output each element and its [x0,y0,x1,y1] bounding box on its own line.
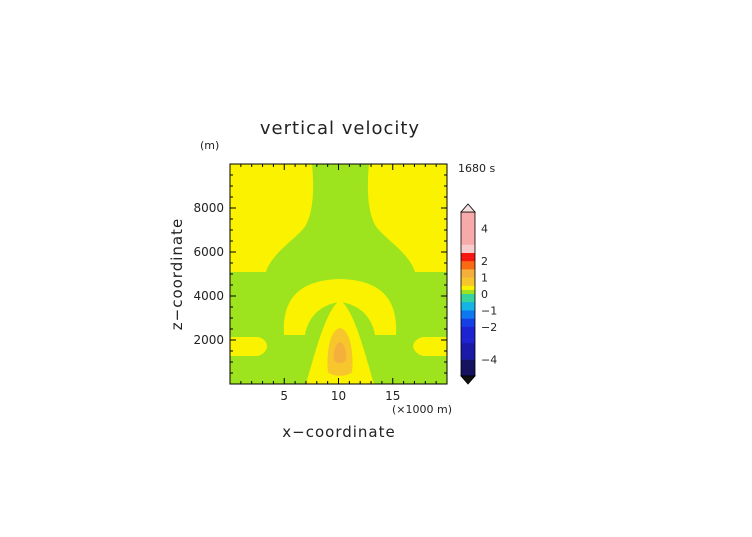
colorbar-min-arrow [460,375,476,385]
colorbar-swatch [461,347,475,352]
colorbar-labels: 4 2 1 0 −1 −2 −4 [481,222,497,366]
colorbar-swatch [461,314,475,319]
colorbar-swatch [461,371,475,377]
y-tick-label: 6000 [193,245,224,259]
y-axis-ticks: 2000 4000 6000 8000 [193,174,447,374]
region-left-lobe [230,337,267,356]
colorbar-swatch [461,212,475,217]
colorbar-swatch [461,294,475,299]
colorbar-swatch [461,363,475,369]
colorbar-swatch [461,326,475,332]
colorbar-swatch [461,289,475,295]
x-tick-label: 5 [280,389,288,403]
colorbar-swatch [461,351,475,356]
colorbar-swatch [461,310,475,315]
colorbar-swatch [461,318,475,323]
x-tick-label: 10 [331,389,346,403]
colorbar-swatch [461,359,475,364]
colorbar-swatch [461,236,475,241]
colorbar-tick-label: −1 [481,304,497,317]
colorbar-swatch [461,322,475,328]
time-label: 1680 s [458,162,495,175]
colorbar-swatch [461,240,475,246]
plot-area [230,164,447,384]
colorbar [460,203,476,385]
region-upper-right [367,164,447,272]
colorbar-swatch [461,224,475,229]
region-right-lobe [413,337,447,356]
y-unit-label: (m) [200,139,219,152]
colorbar-tick-label: −4 [481,354,497,367]
colorbar-swatch [461,302,475,307]
y-axis-label: z−coordinate [168,218,186,330]
colorbar-swatch [461,330,475,336]
colorbar-swatch [461,253,475,258]
x-axis-label: x−coordinate [282,423,395,441]
colorbar-swatch [461,257,475,262]
colorbar-max-arrow [460,203,476,213]
colorbar-swatch [461,343,475,348]
y-tick-label: 2000 [193,333,224,347]
region-upper-left [230,164,314,272]
x-tick-label: 15 [385,389,400,403]
colorbar-swatch [461,265,475,270]
colorbar-swatch [461,339,475,344]
colorbar-swatch [461,277,475,282]
colorbar-swatch [461,306,475,311]
colorbar-swatch [461,228,475,233]
y-tick-label: 8000 [193,201,224,215]
colorbar-swatch [461,244,475,250]
colorbar-swatch [461,281,475,287]
region-central-dome [283,279,397,335]
colorbar-swatch [461,335,475,340]
colorbar-swatch [461,261,475,266]
colorbar-swatch [461,269,475,274]
colorbar-tick-label: 1 [481,272,488,285]
colorbar-swatch [461,285,475,291]
colorbar-swatch [461,355,475,360]
region-plume-core [333,342,347,363]
colorbar-tick-label: 2 [481,255,488,268]
x-unit-label: (×1000 m) [392,403,452,416]
x-axis-ticks: 5 10 15 [240,164,437,403]
chart-title: vertical velocity [260,118,420,139]
colorbar-swatch [461,273,475,278]
colorbar-tick-label: 0 [481,288,488,301]
colorbar-tick-label: 4 [481,222,488,235]
colorbar-swatch [461,298,475,303]
colorbar-swatch [461,216,475,221]
colorbar-swatch [461,220,475,225]
colorbar-swatch [461,367,475,373]
y-tick-label: 4000 [193,289,224,303]
colorbar-tick-label: −2 [481,321,497,334]
colorbar-swatch [461,248,475,254]
colorbar-swatch [461,232,475,237]
